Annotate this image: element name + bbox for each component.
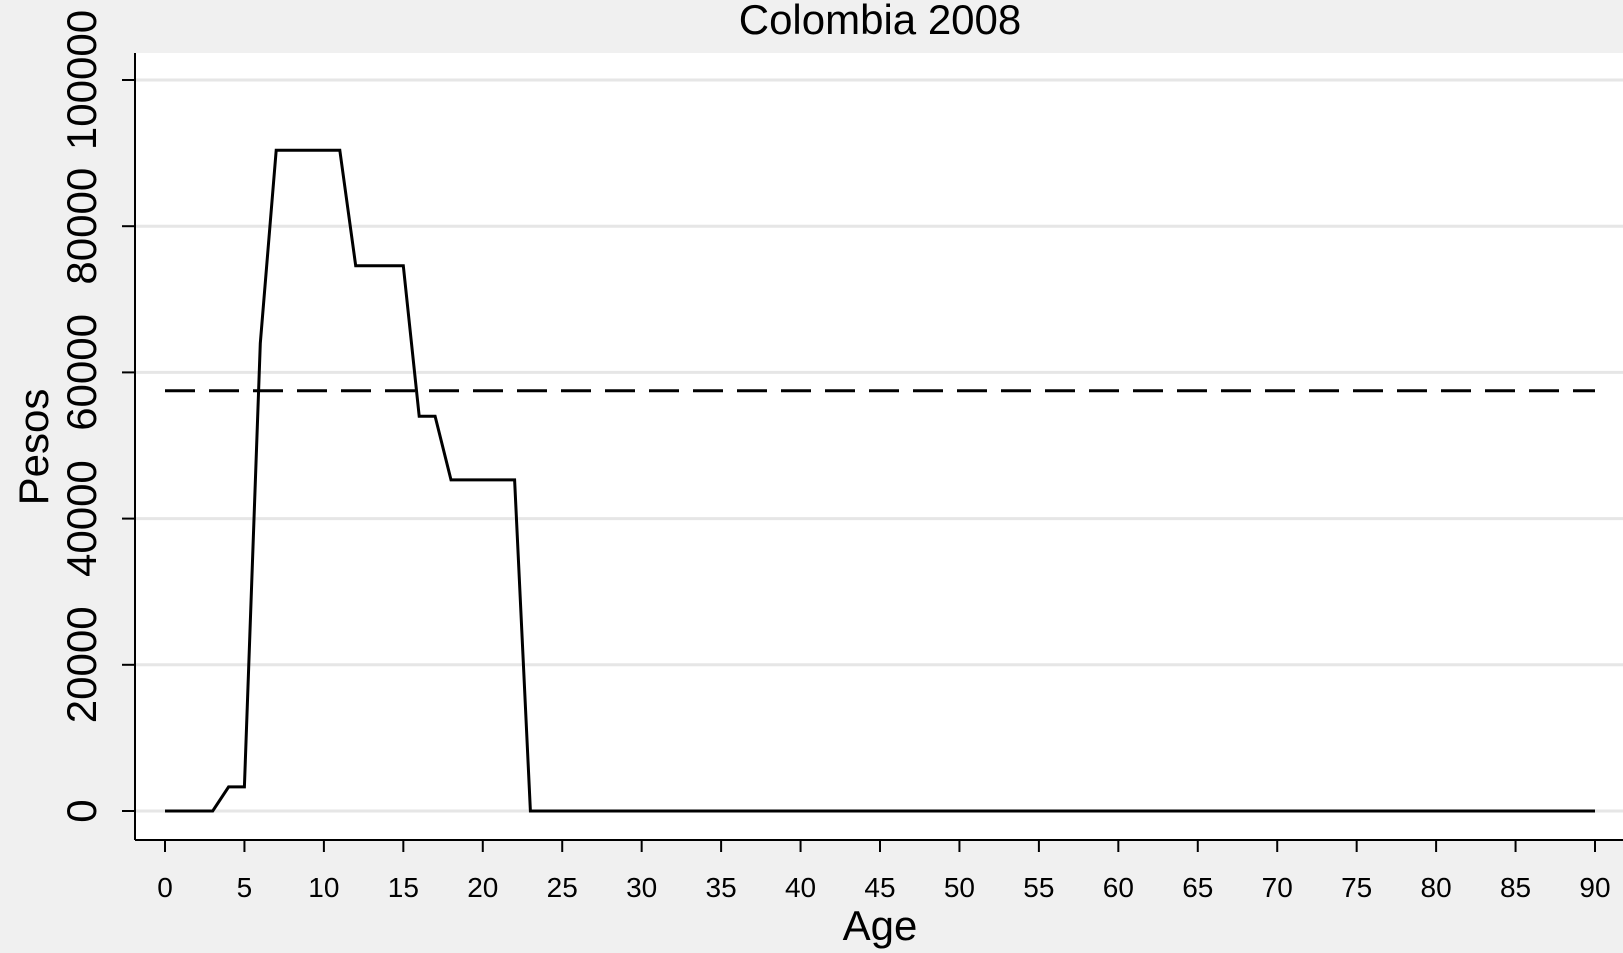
x-tick-label: 55 (1023, 872, 1054, 903)
y-axis-label: Pesos (10, 389, 57, 506)
series-layer (165, 148, 1595, 813)
x-tick-label: 80 (1421, 872, 1452, 903)
x-tick-label: 75 (1341, 872, 1372, 903)
x-tick-label: 5 (237, 872, 253, 903)
axes: 0 5 10 15 20 25 30 35 40 45 50 55 60 65 70 75 80 85 90 0 200… (58, 10, 1623, 903)
chart-title: Colombia 2008 (739, 0, 1022, 43)
y-tick-label: 100000 (58, 10, 105, 150)
x-tick-label: 35 (706, 872, 737, 903)
x-tick-label: 45 (864, 872, 895, 903)
x-tick-label: 60 (1103, 872, 1134, 903)
x-tick-label: 70 (1262, 872, 1293, 903)
x-tick-label: 90 (1579, 872, 1610, 903)
y-tick-label: 0 (58, 799, 105, 822)
y-tick-label: 20000 (58, 606, 105, 723)
y-tick-label: 80000 (58, 168, 105, 285)
x-tick-label: 50 (944, 872, 975, 903)
x-tick-label: 40 (785, 872, 816, 903)
x-tick-label: 65 (1182, 872, 1213, 903)
x-axis-label: Age (843, 902, 918, 949)
x-tick-label: 10 (308, 872, 339, 903)
y-tick-label: 60000 (58, 314, 105, 431)
x-tick-label: 0 (157, 872, 173, 903)
x-tick-label: 25 (547, 872, 578, 903)
series-line (165, 148, 1595, 813)
x-tick-label: 15 (388, 872, 419, 903)
grid-lines (135, 78, 1623, 813)
x-tick-label: 85 (1500, 872, 1531, 903)
plot-area (135, 53, 1623, 840)
x-tick-label: 20 (467, 872, 498, 903)
y-tick-label: 40000 (58, 460, 105, 577)
x-tick-label: 30 (626, 872, 657, 903)
